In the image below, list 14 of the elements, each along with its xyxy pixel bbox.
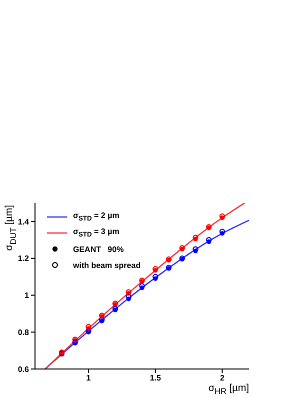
x-axis-title: σ$_{HR}$ [µm] bbox=[208, 383, 249, 396]
legend-label: σ$_{STD}$ = 2 µm bbox=[73, 211, 120, 223]
annotation: GEANT 90% bbox=[73, 244, 124, 254]
y-tick-label: 0.8 bbox=[18, 328, 30, 337]
point bbox=[86, 324, 92, 330]
x-tick-label: 2 bbox=[220, 374, 226, 383]
y-tick-label: 1.4 bbox=[18, 217, 30, 226]
y-tick-label: 1.2 bbox=[18, 254, 30, 264]
x-tick-label: 1 bbox=[86, 374, 92, 383]
y-tick-label: 1 bbox=[24, 291, 30, 300]
annotation: with beam spread bbox=[73, 260, 141, 270]
y-tick-label: 0.6 bbox=[18, 364, 30, 374]
legend-label: σ$_{STD}$ = 3 µm bbox=[73, 227, 120, 239]
x-tick-label: 1.5 bbox=[150, 374, 162, 383]
